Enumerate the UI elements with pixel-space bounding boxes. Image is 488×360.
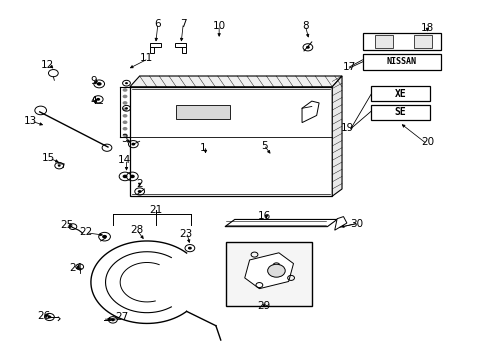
Circle shape: [122, 127, 127, 131]
Polygon shape: [130, 76, 341, 87]
Text: 7: 7: [180, 19, 186, 29]
Circle shape: [125, 107, 128, 109]
Circle shape: [96, 98, 100, 101]
Text: 17: 17: [342, 62, 355, 72]
Text: 14: 14: [117, 155, 130, 165]
Polygon shape: [130, 87, 331, 196]
Bar: [374, 36, 392, 48]
Text: XE: XE: [394, 89, 406, 99]
Circle shape: [130, 175, 135, 178]
Text: 6: 6: [154, 19, 161, 29]
Bar: [226, 242, 311, 306]
Circle shape: [47, 316, 51, 319]
Text: 21: 21: [149, 206, 162, 216]
Polygon shape: [331, 76, 341, 196]
Circle shape: [122, 108, 127, 111]
Text: 4: 4: [90, 96, 97, 106]
Text: 2: 2: [136, 179, 142, 189]
Text: 23: 23: [179, 229, 192, 239]
Text: 29: 29: [257, 301, 270, 311]
Text: 28: 28: [130, 225, 143, 235]
Text: NISSAN: NISSAN: [386, 57, 416, 66]
Text: 27: 27: [115, 312, 128, 322]
Text: 1: 1: [200, 143, 206, 153]
Text: 20: 20: [420, 138, 433, 147]
Circle shape: [131, 143, 135, 145]
Circle shape: [267, 264, 285, 277]
Text: 3: 3: [121, 134, 127, 144]
Circle shape: [97, 82, 102, 86]
Circle shape: [138, 190, 142, 193]
Polygon shape: [334, 217, 346, 230]
Bar: [176, 105, 229, 119]
Text: 19: 19: [341, 123, 354, 133]
Circle shape: [122, 175, 127, 178]
Text: 8: 8: [302, 21, 308, 31]
Text: 26: 26: [37, 311, 50, 320]
Polygon shape: [302, 101, 319, 123]
Bar: [362, 54, 441, 69]
Circle shape: [125, 82, 128, 84]
Bar: [362, 33, 441, 50]
Circle shape: [122, 101, 127, 105]
Bar: [150, 43, 161, 47]
Text: 15: 15: [42, 153, 55, 163]
Circle shape: [122, 88, 127, 92]
Circle shape: [102, 235, 107, 238]
Polygon shape: [224, 220, 336, 226]
Bar: [175, 43, 185, 47]
Text: 24: 24: [69, 263, 83, 273]
Text: 5: 5: [260, 141, 267, 151]
Text: 12: 12: [41, 60, 54, 70]
Text: 16: 16: [257, 211, 270, 221]
Text: 9: 9: [90, 76, 97, 86]
Text: 11: 11: [139, 53, 152, 63]
Text: 25: 25: [60, 220, 73, 230]
Circle shape: [187, 247, 191, 249]
Text: 18: 18: [420, 23, 433, 33]
Text: 10: 10: [212, 21, 225, 31]
Bar: [370, 105, 429, 120]
Circle shape: [122, 134, 127, 137]
Circle shape: [122, 95, 127, 98]
Circle shape: [122, 114, 127, 118]
Circle shape: [305, 46, 309, 49]
Bar: [370, 86, 429, 101]
Text: 13: 13: [23, 116, 37, 126]
Text: 30: 30: [349, 219, 363, 229]
Bar: [182, 47, 185, 53]
Circle shape: [111, 319, 115, 321]
Polygon shape: [244, 253, 293, 289]
Bar: [413, 36, 431, 48]
Circle shape: [58, 165, 61, 167]
Text: SE: SE: [394, 107, 406, 117]
Text: 22: 22: [79, 227, 92, 237]
Bar: [150, 47, 154, 53]
Circle shape: [122, 121, 127, 124]
